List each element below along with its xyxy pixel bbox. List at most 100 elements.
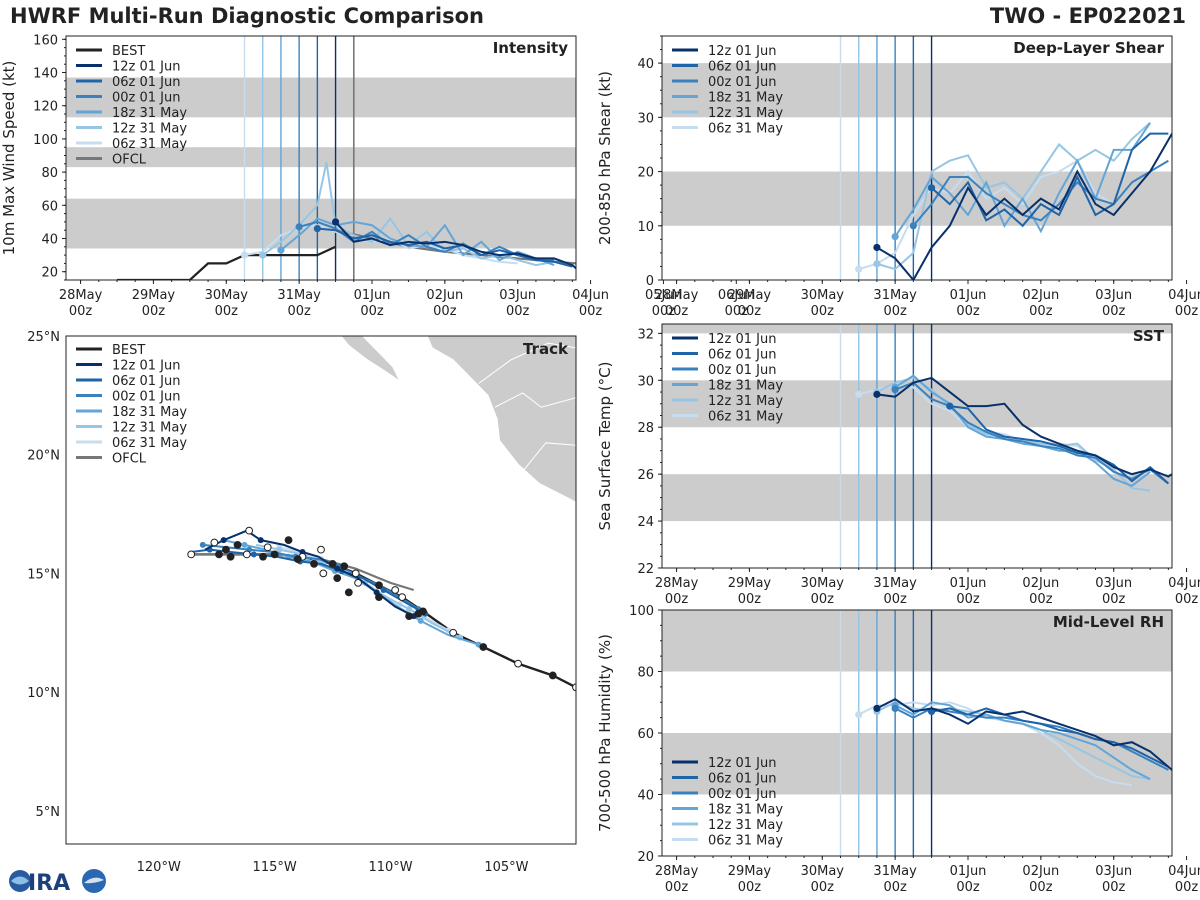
y-tick-label: 40 — [637, 789, 654, 804]
series-line-3 — [894, 122, 1151, 238]
best-track-marker — [351, 569, 360, 578]
series-line-3 — [894, 374, 1151, 488]
map-frame — [65, 335, 577, 845]
series-start-marker-5 — [855, 390, 863, 398]
track-point-3 — [241, 541, 248, 548]
x-tick-label-hour: 00z — [579, 304, 603, 319]
series-start-marker-3 — [891, 233, 899, 241]
y-tick-label: 120 — [33, 100, 58, 115]
series-line-4 — [876, 122, 1151, 271]
x-tick-label-hour: 00z — [883, 592, 907, 607]
x-tick-label-date: 01Jun — [950, 576, 987, 591]
track-point-4 — [276, 546, 283, 553]
x-tick-label-hour: 00z — [1175, 880, 1199, 895]
x-tick-label-date: 31May — [873, 288, 917, 303]
best-track-marker — [514, 659, 522, 668]
x-tick-label-hour: 00z — [287, 304, 311, 319]
x-tick-label-date: 30May — [801, 864, 845, 879]
y-tick-label: 20 — [41, 266, 58, 281]
x-tick-label-hour: 00z — [738, 304, 762, 319]
legend-label: 06z 01 Jun — [112, 75, 181, 90]
track-point-4 — [406, 605, 413, 612]
x-tick-label-date: 30May — [801, 576, 845, 591]
cira-logo: IRA — [9, 869, 106, 896]
panel-title: Intensity — [493, 39, 569, 57]
y-tick-label: 20 — [637, 166, 654, 181]
y-tick-label: 32 — [637, 327, 654, 342]
map-area — [187, 336, 576, 692]
best-track-marker — [242, 550, 251, 559]
x-tick-label-hour: 00z — [883, 880, 907, 895]
lat-tick-label: 25°N — [27, 330, 60, 345]
best-track-marker — [548, 671, 557, 680]
x-tick-label-date: 04Jun — [572, 288, 609, 303]
legend-label: OFCL — [112, 452, 147, 467]
best-track-marker — [449, 628, 458, 637]
series-line-0 — [876, 133, 1172, 280]
legend-label: 12z 01 Jun — [708, 332, 777, 347]
legend-label: 12z 31 May — [708, 394, 783, 409]
x-tick-label-hour: 00z — [665, 304, 689, 319]
series-start-marker-2 — [295, 223, 303, 231]
legend-label: 18z 31 May — [708, 91, 783, 106]
x-tick-label-hour: 00z — [811, 880, 835, 895]
panel-intensity: 2040608010012014016028May00z29May00z30Ma… — [0, 33, 755, 319]
y-tick-label: 160 — [33, 33, 58, 48]
track-point-1 — [380, 587, 387, 593]
legend-label: 12z 01 Jun — [708, 756, 777, 771]
legend-label: 06z 31 May — [112, 137, 187, 152]
legend-label: 18z 31 May — [708, 803, 783, 818]
series-line-5 — [858, 701, 1133, 787]
x-tick-label-date: 30May — [205, 288, 249, 303]
lat-tick-label: 10°N — [27, 686, 60, 701]
legend-label: BEST — [112, 44, 145, 59]
series-start-marker-2 — [891, 386, 899, 394]
series-start-marker-1 — [313, 224, 321, 233]
y-tick-label: 26 — [637, 468, 654, 483]
y-tick-label: 140 — [33, 67, 58, 82]
x-tick-label-date: 04Jun — [1168, 288, 1200, 303]
forecast-position-marker — [226, 552, 235, 561]
legend-label: 06z 01 Jun — [708, 348, 777, 363]
x-tick-label-date: 29May — [728, 864, 772, 879]
x-tick-label-hour: 00z — [433, 304, 457, 319]
series-start-marker-2 — [909, 222, 917, 230]
x-tick-label-date: 01Jun — [354, 288, 391, 303]
forecast-position-marker — [259, 552, 267, 561]
legend-label: 06z 31 May — [708, 834, 783, 849]
x-tick-label-hour: 00z — [811, 304, 835, 319]
x-tick-label-date: 03Jun — [499, 288, 536, 303]
y-axis-label: 700-500 hPa Humidity (%) — [596, 634, 614, 832]
shaded-band-1 — [66, 147, 576, 168]
legend-label: 00z 01 Jun — [708, 787, 777, 802]
shaded-band-1 — [662, 610, 1172, 672]
y-tick-label: 80 — [637, 666, 654, 681]
best-track-marker — [328, 559, 337, 568]
x-tick-label-date: 28May — [655, 288, 699, 303]
forecast-position-marker — [354, 578, 362, 587]
plot-area — [662, 36, 1172, 280]
legend-label: 00z 01 Jun — [112, 91, 181, 106]
lat-tick-label: 15°N — [27, 567, 60, 582]
x-tick-label-date: 28May — [655, 576, 699, 591]
series-line-5 — [244, 224, 518, 265]
y-tick-label: 60 — [637, 727, 654, 742]
x-tick-label-hour: 00z — [1029, 592, 1053, 607]
x-tick-label-date: 04Jun — [1168, 576, 1200, 591]
shaded-band-1 — [662, 63, 1172, 118]
legend-label: 00z 01 Jun — [112, 390, 181, 405]
y-tick-label: 24 — [637, 515, 654, 530]
forecast-position-marker — [333, 574, 342, 583]
lon-tick-label: 115°W — [253, 860, 297, 875]
x-tick-label-date: 03Jun — [1095, 864, 1132, 879]
panel-title: Track — [523, 340, 569, 358]
y-tick-label: 30 — [637, 111, 654, 126]
forecast-position-marker — [222, 545, 230, 554]
x-tick-label-date: 04Jun — [1168, 864, 1200, 879]
forecast-position-marker — [310, 559, 318, 568]
lat-tick-label: 20°N — [27, 449, 60, 464]
lon-tick-label: 105°W — [484, 860, 528, 875]
y-tick-label: 40 — [41, 233, 58, 248]
